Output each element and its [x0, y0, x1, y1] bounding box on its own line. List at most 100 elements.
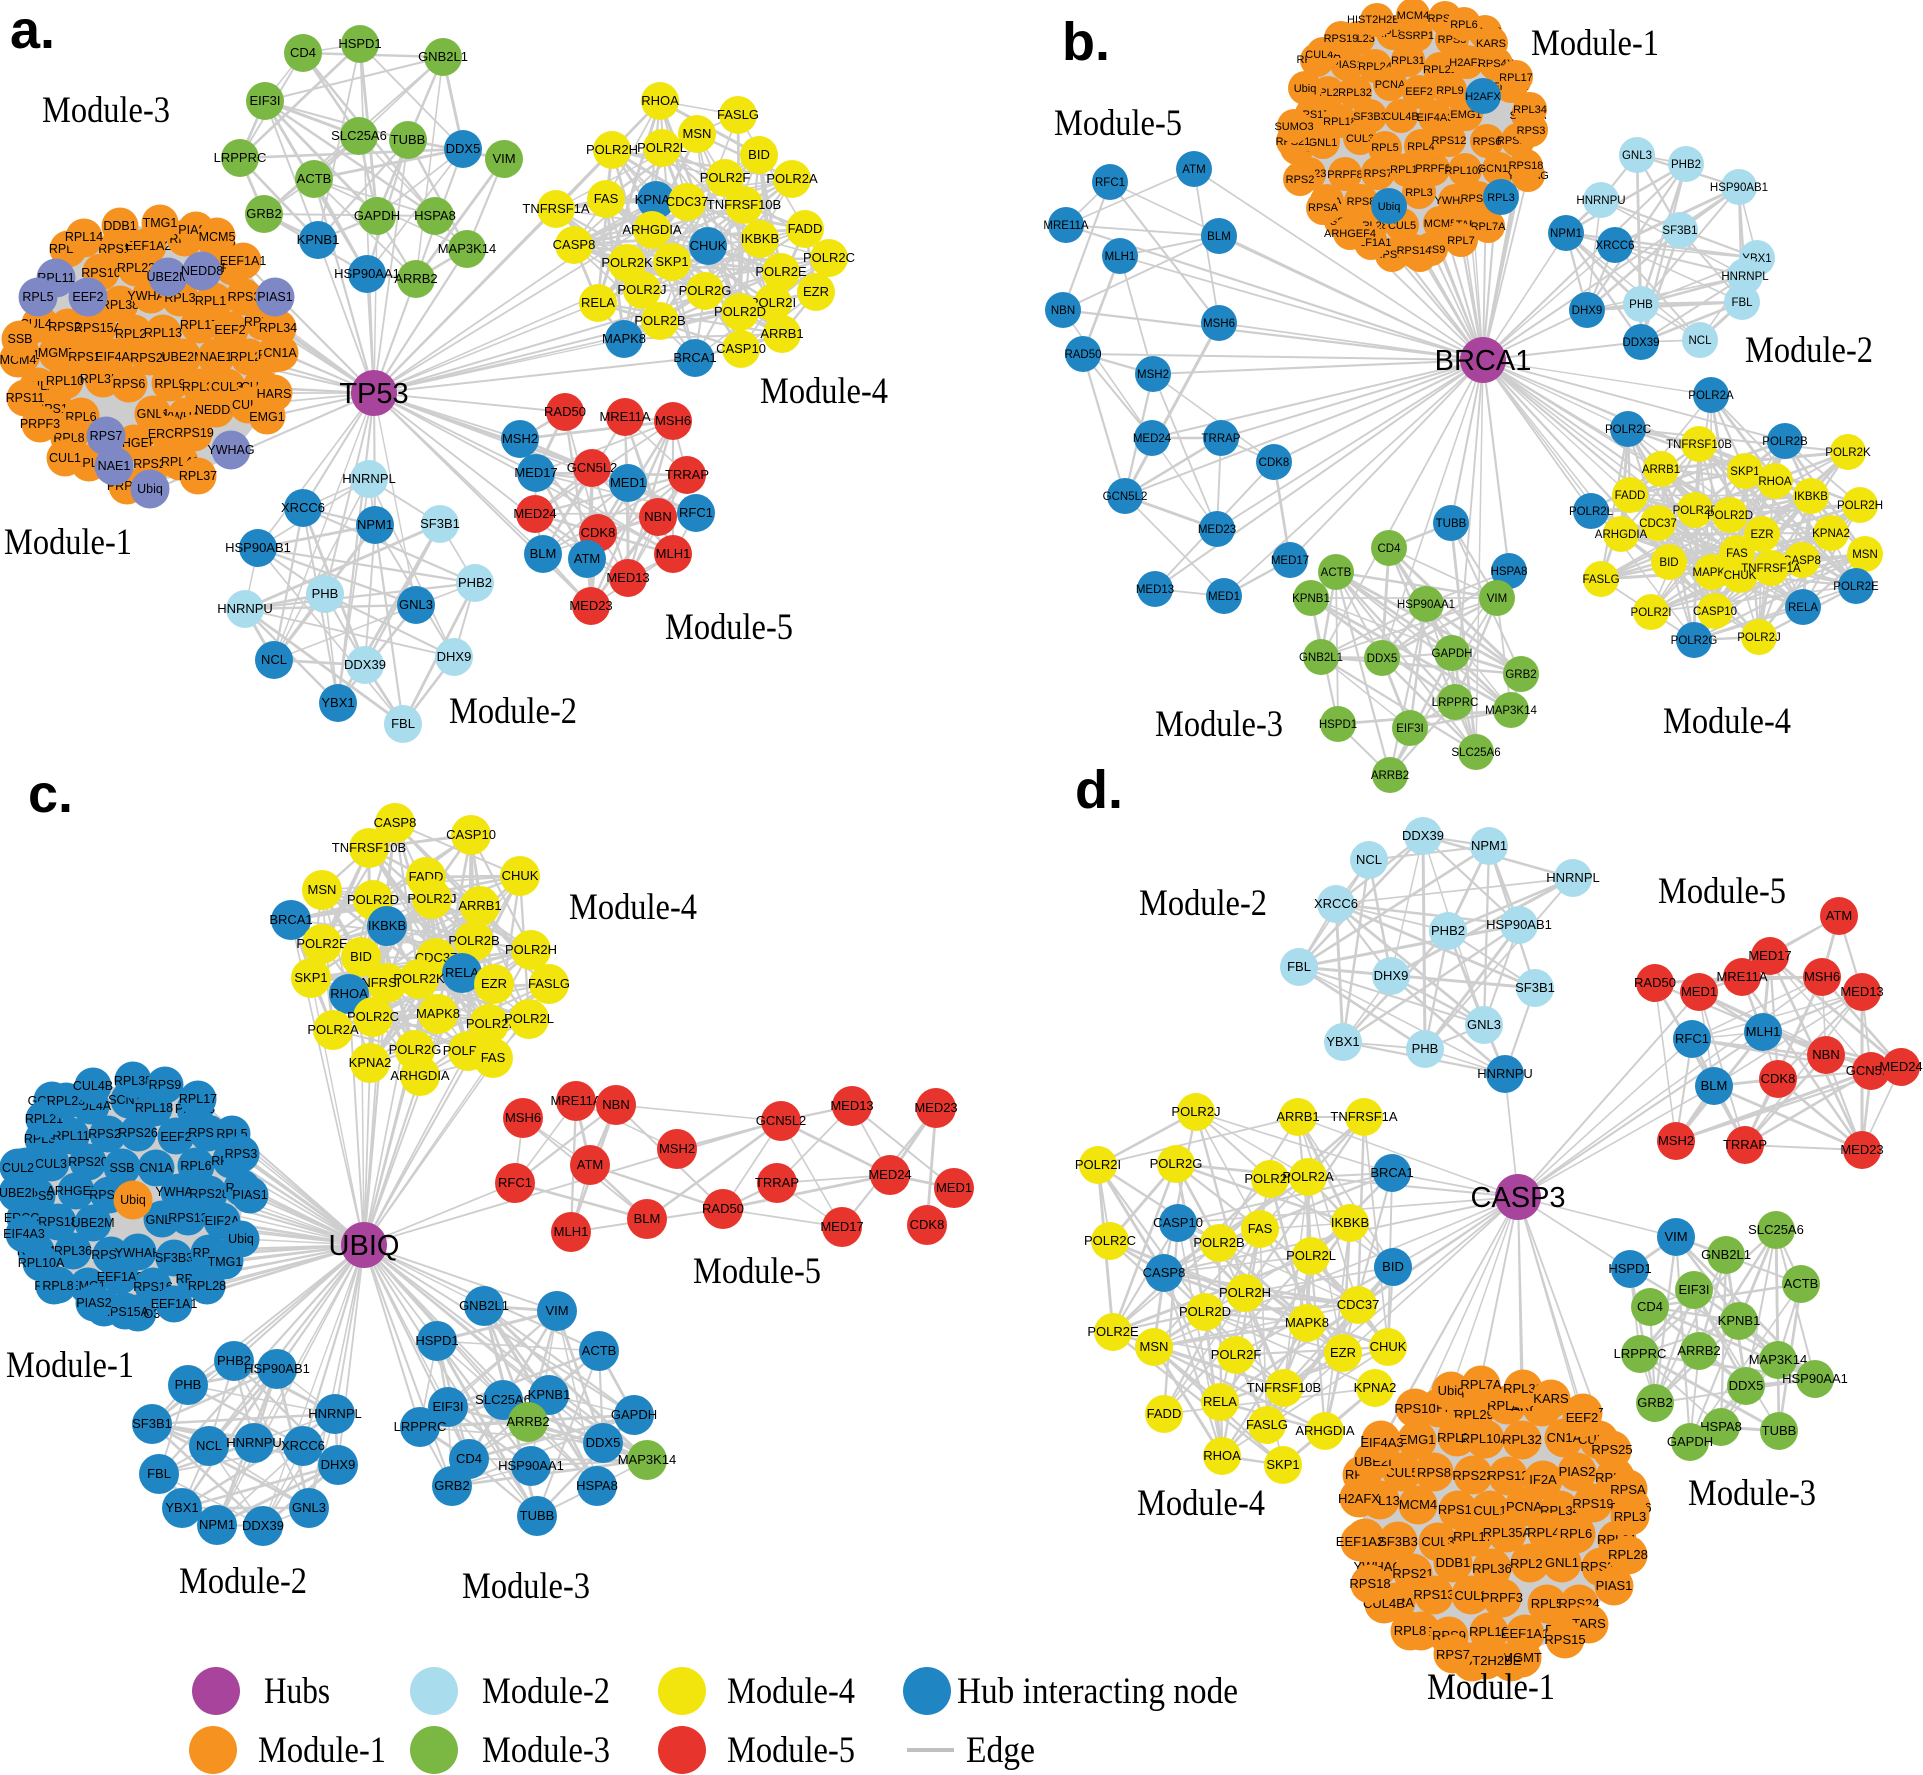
- svg-text:POLR2B: POLR2B: [634, 313, 685, 328]
- svg-text:RPS18: RPS18: [38, 1215, 78, 1229]
- svg-text:CDK8: CDK8: [1761, 1071, 1796, 1086]
- svg-text:GNL3: GNL3: [399, 597, 433, 612]
- svg-text:POLR2G: POLR2G: [1671, 635, 1718, 647]
- svg-text:ARHGEF4: ARHGEF4: [1324, 228, 1376, 240]
- svg-text:PRPF3: PRPF3: [20, 417, 60, 431]
- svg-text:TNFRSF10B: TNFRSF10B: [1666, 439, 1732, 451]
- svg-text:RPL22: RPL22: [1510, 1556, 1550, 1571]
- svg-text:RPL10: RPL10: [1469, 1624, 1509, 1639]
- svg-text:RPL5: RPL5: [22, 290, 53, 304]
- svg-text:RPL10A: RPL10A: [1461, 1431, 1510, 1446]
- svg-text:RPL4: RPL4: [1407, 141, 1435, 153]
- svg-text:RELA: RELA: [1203, 1394, 1237, 1409]
- svg-text:Hub interacting node: Hub interacting node: [957, 1671, 1238, 1712]
- svg-text:CUL4B: CUL4B: [1383, 111, 1418, 123]
- svg-text:GAPDH: GAPDH: [611, 1407, 657, 1422]
- svg-text:RPL38: RPL38: [114, 1074, 152, 1088]
- svg-text:Hubs: Hubs: [264, 1671, 330, 1712]
- svg-text:MCM4: MCM4: [1399, 1497, 1437, 1512]
- svg-text:HSPA8: HSPA8: [576, 1478, 618, 1493]
- svg-text:MSN: MSN: [683, 126, 712, 141]
- svg-text:RPS8: RPS8: [1417, 1465, 1451, 1480]
- svg-text:CASP10: CASP10: [716, 341, 766, 356]
- svg-text:RPS26: RPS26: [118, 1126, 158, 1140]
- svg-text:Edge: Edge: [966, 1730, 1035, 1771]
- svg-text:RPS15A: RPS15A: [101, 1305, 150, 1319]
- svg-text:Module-2: Module-2: [482, 1671, 610, 1712]
- svg-text:PIAS1: PIAS1: [1596, 1578, 1633, 1593]
- svg-text:ARRB2: ARRB2: [1677, 1343, 1720, 1358]
- svg-text:GAPDH: GAPDH: [1432, 648, 1473, 660]
- svg-text:HSPA8: HSPA8: [1700, 1419, 1742, 1434]
- svg-text:Ubiq: Ubiq: [137, 482, 163, 496]
- svg-text:RPL9: RPL9: [1436, 85, 1464, 97]
- svg-text:MSH2: MSH2: [659, 1141, 695, 1156]
- svg-text:RPL8: RPL8: [42, 1279, 73, 1293]
- svg-text:MSH6: MSH6: [505, 1110, 541, 1125]
- svg-text:GAPDH: GAPDH: [1667, 1434, 1713, 1449]
- svg-text:RPSA: RPSA: [1610, 1482, 1646, 1497]
- svg-text:c.: c.: [28, 764, 73, 824]
- svg-text:RPS10: RPS10: [81, 266, 121, 280]
- svg-text:CHUK: CHUK: [690, 238, 727, 253]
- svg-text:Module-4: Module-4: [727, 1671, 855, 1712]
- svg-text:NAE1: NAE1: [200, 350, 233, 364]
- svg-text:RPL34: RPL34: [1513, 104, 1547, 116]
- svg-text:CASP10: CASP10: [446, 827, 496, 842]
- svg-text:POLR2C: POLR2C: [1605, 424, 1651, 436]
- svg-text:RPS6: RPS6: [113, 377, 146, 391]
- svg-text:RPL13: RPL13: [144, 326, 182, 340]
- svg-text:RPS23: RPS23: [1452, 1468, 1493, 1483]
- svg-text:TNFRSF1A: TNFRSF1A: [1741, 563, 1801, 575]
- svg-text:RPS19: RPS19: [174, 426, 214, 440]
- svg-text:RPS25: RPS25: [88, 1127, 128, 1141]
- svg-text:RFC1: RFC1: [679, 505, 713, 520]
- svg-text:GCN5L2: GCN5L2: [567, 460, 618, 475]
- svg-text:POLR2L: POLR2L: [1569, 506, 1614, 518]
- svg-text:HIST2H2BE: HIST2H2BE: [1347, 14, 1407, 26]
- svg-text:DDX39: DDX39: [1622, 337, 1659, 349]
- svg-text:TMG1: TMG1: [208, 1255, 243, 1269]
- svg-text:PHB: PHB: [1629, 299, 1653, 311]
- svg-text:PIAS2: PIAS2: [76, 1296, 111, 1310]
- svg-text:KPNA2: KPNA2: [1812, 528, 1850, 540]
- svg-text:RPL7A: RPL7A: [1460, 1377, 1502, 1392]
- svg-text:POLR2F: POLR2F: [1673, 505, 1718, 517]
- svg-text:CASP8: CASP8: [1143, 1265, 1186, 1280]
- svg-text:MED1: MED1: [1681, 984, 1717, 999]
- svg-text:NPM1: NPM1: [1550, 228, 1582, 240]
- svg-text:RPS20: RPS20: [130, 351, 170, 365]
- svg-text:HSP90AB1: HSP90AB1: [225, 540, 291, 555]
- svg-text:POLR2H: POLR2H: [1837, 500, 1883, 512]
- svg-text:ARHGDIA: ARHGDIA: [1595, 529, 1648, 541]
- svg-text:ARRB2: ARRB2: [1371, 770, 1409, 782]
- svg-text:ARRB2: ARRB2: [394, 271, 437, 286]
- svg-text:DDX39: DDX39: [344, 657, 386, 672]
- svg-text:CDC37: CDC37: [666, 194, 709, 209]
- svg-text:VIM: VIM: [1487, 593, 1507, 605]
- svg-text:RPL17: RPL17: [1499, 72, 1533, 84]
- svg-text:BID: BID: [1659, 557, 1678, 569]
- svg-text:ARRB1: ARRB1: [1642, 464, 1680, 476]
- svg-text:CUL3: CUL3: [1346, 133, 1374, 145]
- svg-text:POLR2J: POLR2J: [1737, 632, 1780, 644]
- svg-text:DHX9: DHX9: [1374, 968, 1409, 983]
- svg-text:RFC1: RFC1: [1095, 177, 1125, 189]
- svg-text:MAP3K14: MAP3K14: [1749, 1352, 1808, 1367]
- svg-text:RELA: RELA: [1788, 602, 1818, 614]
- svg-text:DHX9: DHX9: [1572, 305, 1603, 317]
- svg-text:SUMO3: SUMO3: [1274, 121, 1313, 133]
- svg-text:RPL9: RPL9: [154, 377, 185, 391]
- svg-text:YWHAH: YWHAH: [115, 1246, 162, 1260]
- svg-text:RPL22: RPL22: [117, 261, 155, 275]
- svg-text:RPL3: RPL3: [1405, 187, 1433, 199]
- svg-text:FBL: FBL: [1731, 297, 1753, 309]
- svg-text:RPS11: RPS11: [1438, 1502, 1478, 1517]
- svg-text:SF3B3: SF3B3: [1378, 1534, 1418, 1549]
- svg-text:HSP90AA1: HSP90AA1: [1782, 1371, 1848, 1386]
- svg-text:DDX5: DDX5: [1367, 653, 1398, 665]
- svg-text:POLR2D: POLR2D: [1707, 510, 1753, 522]
- svg-text:RPL38: RPL38: [101, 298, 139, 312]
- svg-text:Module-2: Module-2: [1139, 883, 1267, 924]
- svg-text:SKP1: SKP1: [655, 254, 688, 269]
